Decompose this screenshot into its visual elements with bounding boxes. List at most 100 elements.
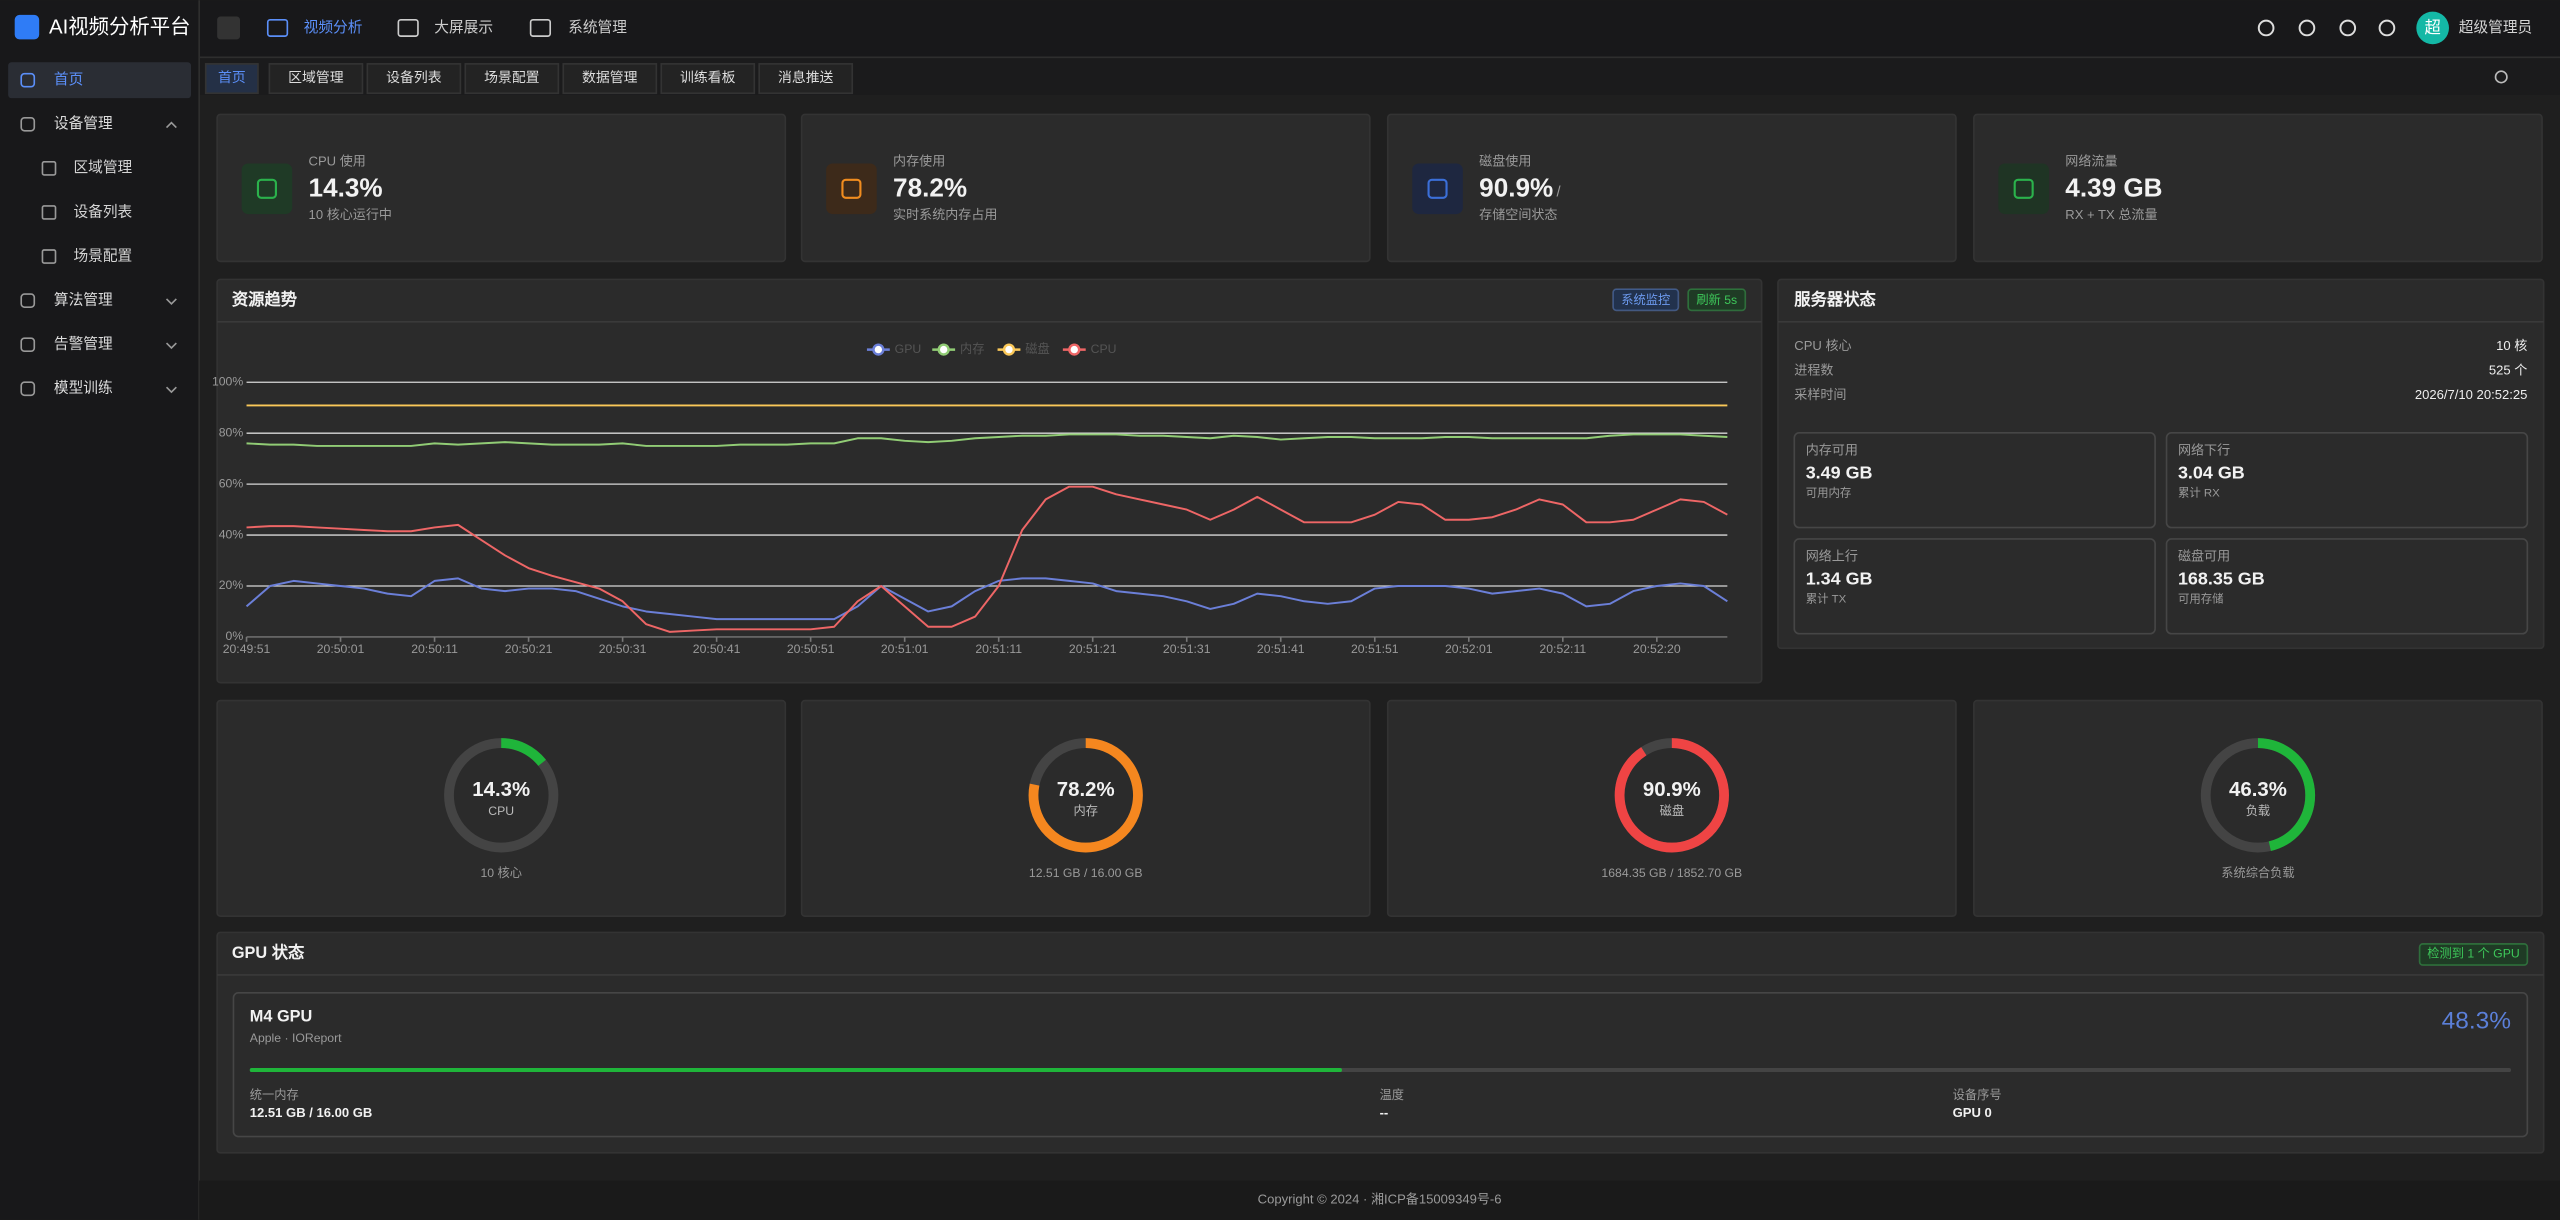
tab[interactable] <box>758 63 854 95</box>
tab-label[interactable]: 数据管理 <box>582 69 638 85</box>
x-tick-label: 20:51:41 <box>1257 642 1305 656</box>
tab-label[interactable]: 场景配置 <box>484 69 540 85</box>
avatar[interactable] <box>2416 11 2449 45</box>
avatar-text: 超 <box>2424 19 2440 37</box>
gauge-arc <box>1614 738 1729 853</box>
nav-icon <box>397 18 419 37</box>
menu-toggle[interactable] <box>217 16 240 40</box>
chevron <box>165 298 177 306</box>
stat-card <box>1973 113 2543 263</box>
legend-label[interactable]: 磁盘 <box>1025 341 1049 356</box>
y-tick-label: 40% <box>219 527 244 541</box>
legend-label[interactable]: CPU <box>1091 342 1117 356</box>
trend-panel <box>216 278 1763 684</box>
nav-icon <box>529 18 552 37</box>
server-panel <box>1777 278 2545 650</box>
header-icon[interactable] <box>2298 19 2316 37</box>
tab[interactable] <box>660 63 756 95</box>
stat-sub: 存储空间状态 <box>1479 207 1557 222</box>
submenu-item[interactable]: 区域管理 <box>73 159 132 176</box>
stat-suffix: / <box>1556 185 1561 201</box>
nav-item[interactable]: 视频分析 <box>304 19 363 36</box>
gauge-name: CPU <box>488 804 514 818</box>
gpu-field-value: GPU 0 <box>1953 1105 1992 1120</box>
tab[interactable] <box>204 63 259 95</box>
stat-sub: 10 核心运行中 <box>309 207 392 222</box>
stat-icon-glyph <box>1427 178 1448 199</box>
card-sub: 可用内存 <box>1806 485 1852 499</box>
menu-icon <box>20 72 36 88</box>
menu-active <box>8 62 192 99</box>
menu-item[interactable]: 告警管理 <box>54 336 113 353</box>
tab-label[interactable]: 设备列表 <box>386 69 442 85</box>
gpu-field-label: 统一内存 <box>250 1088 299 1102</box>
gpu-usage: 48.3% <box>2442 1008 2511 1035</box>
submenu-item[interactable]: 设备列表 <box>73 203 132 220</box>
header-icon[interactable] <box>2378 19 2396 37</box>
x-tick-label: 20:50:01 <box>317 642 365 656</box>
gauge-card <box>216 699 787 917</box>
tab[interactable] <box>562 63 658 95</box>
user-name[interactable]: 超级管理员 <box>2459 19 2532 36</box>
x-tick-label: 20:51:51 <box>1351 642 1399 656</box>
menu-icon <box>41 249 57 264</box>
nav-item[interactable]: 系统管理 <box>568 19 627 36</box>
x-tick-label: 20:50:21 <box>505 642 553 656</box>
gauge-sub: 10 核心 <box>480 866 521 880</box>
stat-card <box>800 113 1371 263</box>
tab[interactable] <box>366 63 462 95</box>
menu-icon <box>41 205 57 220</box>
stat-label: CPU 使用 <box>309 153 366 168</box>
tab-label[interactable]: 区域管理 <box>288 69 344 85</box>
tab-label[interactable]: 训练看板 <box>680 69 736 85</box>
gauge-value: 78.2% <box>1057 779 1115 801</box>
line-series <box>246 485 1728 633</box>
server-label: 采样时间 <box>1794 387 1846 402</box>
tab-label[interactable]: 消息推送 <box>778 69 834 85</box>
badge <box>2418 943 2529 966</box>
x-tick-label: 20:51:11 <box>975 642 1022 656</box>
header-icon[interactable] <box>2339 19 2357 37</box>
card-sub: 可用存储 <box>2178 591 2224 605</box>
card-sub: 累计 RX <box>2178 486 2220 499</box>
header-icon[interactable] <box>2257 19 2275 37</box>
tab-label[interactable]: 首页 <box>218 69 246 85</box>
card-value: 3.49 GB <box>1806 462 1873 482</box>
gpu-field-label: 温度 <box>1380 1087 1404 1102</box>
stat-icon <box>241 163 293 215</box>
x-tick-label: 20:51:31 <box>1163 642 1211 656</box>
server-card <box>2165 538 2529 635</box>
legend-label[interactable]: GPU <box>895 342 922 356</box>
y-tick-label: 20% <box>219 578 244 592</box>
nav-item[interactable]: 大屏展示 <box>434 19 493 36</box>
gauge-card <box>1973 699 2543 917</box>
stat-icon <box>826 163 877 215</box>
gpu-vendor: Apple · IOReport <box>250 1031 342 1045</box>
header <box>199 0 2560 58</box>
stat-icon-glyph <box>841 178 862 199</box>
legend-label[interactable]: 内存 <box>960 342 984 356</box>
menu-icon <box>20 381 36 397</box>
legend-marker <box>1068 343 1081 356</box>
menu-item[interactable]: 设备管理 <box>54 115 113 132</box>
x-tick-label: 20:52:11 <box>1539 642 1586 656</box>
menu-item[interactable]: 算法管理 <box>54 291 113 308</box>
tab[interactable] <box>464 63 560 95</box>
stat-sub: RX + TX 总流量 <box>2065 207 2157 222</box>
menu-item[interactable]: 首页 <box>54 71 83 88</box>
copyright: Copyright © 2024 · 湘ICP备15009349号-6 <box>1258 1192 1502 1207</box>
progress-bar <box>249 1067 1342 1073</box>
tab[interactable] <box>268 63 364 95</box>
stat-value: 78.2% <box>893 172 967 202</box>
x-tick-label: 20:52:01 <box>1445 642 1493 656</box>
card-sub: 累计 TX <box>1806 592 1847 605</box>
stat-value: 14.3% <box>309 172 383 202</box>
badge <box>1687 288 1747 312</box>
brand: AI视频分析平台 <box>49 15 191 38</box>
gauge-card <box>800 699 1371 917</box>
submenu-item[interactable]: 场景配置 <box>73 247 132 264</box>
badge <box>1612 288 1680 312</box>
refresh-icon[interactable] <box>2494 70 2508 84</box>
menu-item[interactable]: 模型训练 <box>54 380 113 397</box>
menu-icon <box>20 337 36 353</box>
